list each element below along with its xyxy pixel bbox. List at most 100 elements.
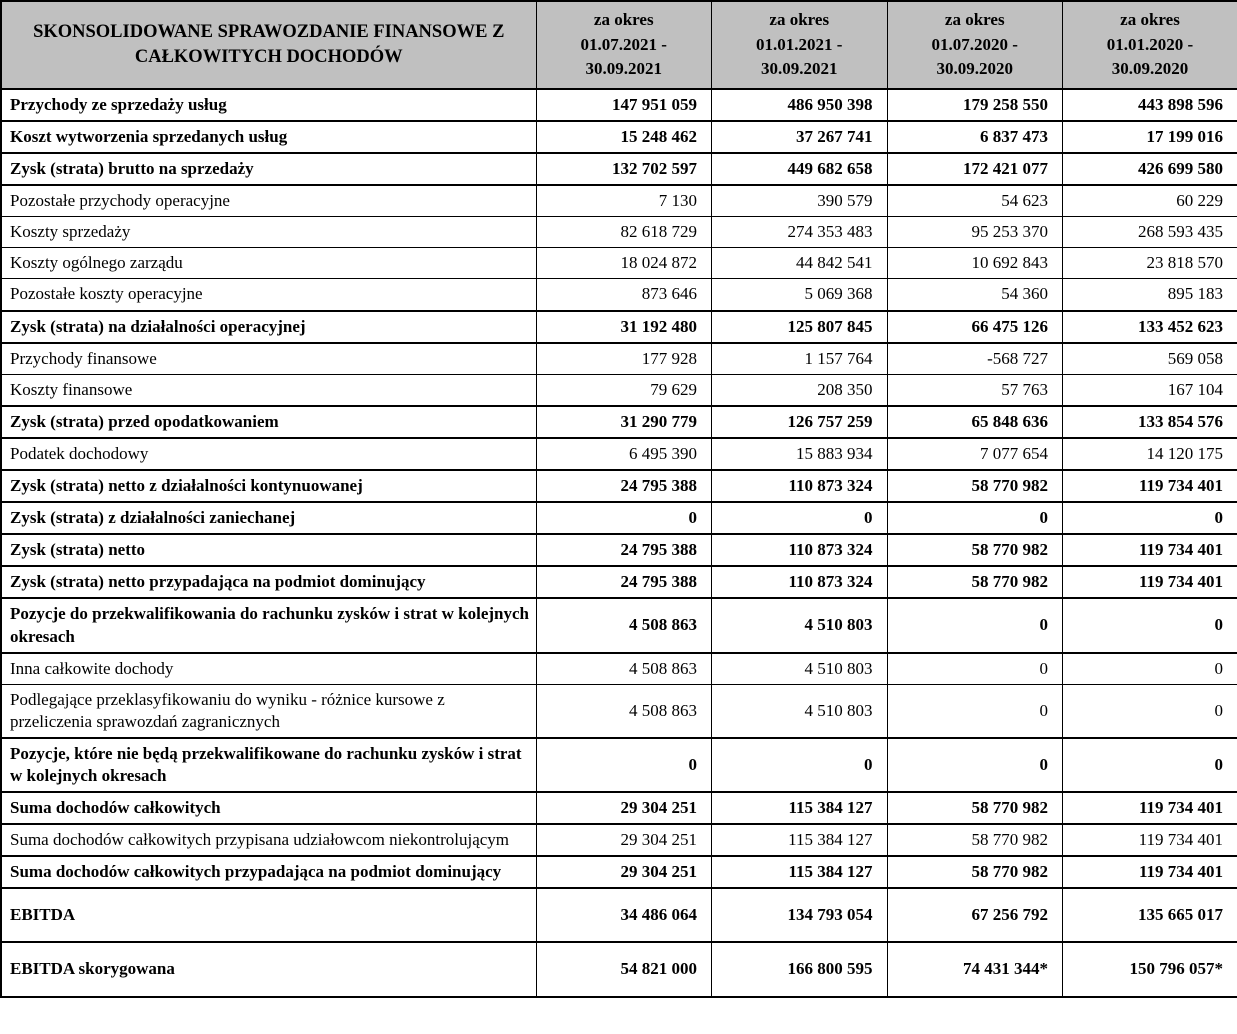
row-value: 208 350 [711,373,888,407]
row-value: 15 883 934 [711,437,888,471]
row-value: 58 770 982 [886,469,1063,504]
row-value: 119 734 401 [1062,533,1237,568]
row-value: 60 229 [1062,184,1237,218]
row-value: 24 795 388 [535,565,712,600]
table-row: Przychody finansowe 177 928 1 157 764 -568 … [0,342,1237,375]
row-value: 443 898 596 [1062,87,1237,123]
row-label: Zysk (strata) z działalności zaniechanej [0,501,537,536]
row-value: 4 508 863 [535,683,712,739]
row-value: 0 [886,597,1063,654]
table-row: Podatek dochodowy 6 495 390 15 883 934 7 07… [0,437,1237,471]
row-value: 426 699 580 [1062,152,1237,187]
row-value: 110 873 324 [711,533,888,568]
row-value: 0 [886,501,1063,536]
row-value: 0 [1062,736,1237,794]
row-value: 66 475 126 [886,309,1063,344]
row-value: 126 757 259 [711,404,888,439]
row-value: 0 [886,652,1063,685]
row-value: 58 770 982 [886,533,1063,568]
row-value: 4 510 803 [711,597,888,654]
row-value: 147 951 059 [535,87,712,123]
row-value: 4 508 863 [535,597,712,654]
row-value: 167 104 [1062,373,1237,407]
row-value: 895 183 [1062,278,1237,312]
row-value: 34 486 064 [535,887,712,944]
row-value: 166 800 595 [711,941,888,998]
row-value: 79 629 [535,373,712,407]
table-row: Suma dochodów całkowitych 29 304 251 115 3… [0,791,1237,826]
row-value: 4 510 803 [711,652,888,685]
row-value: 7 077 654 [886,437,1063,471]
row-value: 172 421 077 [886,152,1063,187]
row-value: 133 452 623 [1062,309,1237,344]
row-value: 0 [535,501,712,536]
table-title: SKONSOLIDOWANE SPRAWOZDANIE FINANSOWE Z … [0,0,537,90]
table-row: Pozycje, które nie będą przekwalifikowan… [0,736,1237,794]
row-value: 134 793 054 [711,887,888,944]
row-label: Pozycje do przekwalifikowania do rachunk… [0,597,537,654]
row-value: 0 [1062,597,1237,654]
row-label: Suma dochodów całkowitych przypisana udz… [0,823,537,857]
row-label: Koszty sprzedaży [0,216,537,249]
row-value: 268 593 435 [1062,216,1237,249]
table-row: Pozostałe koszty operacyjne 873 646 5 069 … [0,278,1237,312]
row-value: 132 702 597 [535,152,712,187]
row-value: 18 024 872 [535,247,712,280]
row-label: Zysk (strata) brutto na sprzedaży [0,152,537,187]
row-value: 4 508 863 [535,652,712,685]
table-row: Koszty finansowe 79 629 208 350 57 763 167 1… [0,373,1237,407]
table-row: Pozostałe przychody operacyjne 7 130 390 5… [0,184,1237,218]
table-row: Koszt wytworzenia sprzedanych usług 15 24… [0,120,1237,155]
row-label: Koszty finansowe [0,373,537,407]
row-value: 82 618 729 [535,216,712,249]
row-value: 74 431 344* [886,941,1063,998]
row-value: 150 796 057* [1062,941,1237,998]
table-row: Zysk (strata) z działalności zaniechanej… [0,501,1237,536]
row-value: 0 [1062,652,1237,685]
column-header-period-1: za okres 01.07.2021 - 30.09.2021 [535,0,712,90]
row-value: 0 [535,736,712,794]
row-value: 44 842 541 [711,247,888,280]
row-label: Suma dochodów całkowitych [0,791,537,826]
row-value: -568 727 [886,342,1063,375]
row-value: 58 770 982 [886,565,1063,600]
row-value: 133 854 576 [1062,404,1237,439]
row-value: 125 807 845 [711,309,888,344]
row-value: 0 [1062,683,1237,739]
row-value: 57 763 [886,373,1063,407]
column-header-period-2: za okres 01.01.2021 - 30.09.2021 [711,0,888,90]
row-value: 23 818 570 [1062,247,1237,280]
row-value: 115 384 127 [711,791,888,826]
table-row: EBITDA skorygowana 54 821 000 166 800 595 7… [0,941,1237,998]
row-value: 110 873 324 [711,565,888,600]
table-row: Koszty sprzedaży 82 618 729 274 353 483 95 … [0,216,1237,249]
row-value: 115 384 127 [711,823,888,857]
table-row: Koszty ogólnego zarządu 18 024 872 44 842 … [0,247,1237,280]
table-row: Suma dochodów całkowitych przypisana udz… [0,823,1237,857]
row-value: 486 950 398 [711,87,888,123]
row-label: Podlegające przeklasyfikowaniu do wyniku… [0,683,537,739]
row-value: 31 192 480 [535,309,712,344]
table-row: Zysk (strata) netto z działalności konty… [0,469,1237,504]
row-value: 115 384 127 [711,855,888,890]
row-value: 119 734 401 [1062,791,1237,826]
row-value: 4 510 803 [711,683,888,739]
row-label: Podatek dochodowy [0,437,537,471]
row-value: 119 734 401 [1062,823,1237,857]
row-label: Koszty ogólnego zarządu [0,247,537,280]
row-label: Zysk (strata) netto [0,533,537,568]
row-label: Zysk (strata) na działalności operacyjne… [0,309,537,344]
row-value: 6 837 473 [886,120,1063,155]
table-row: Suma dochodów całkowitych przypadająca n… [0,855,1237,890]
row-value: 7 130 [535,184,712,218]
row-value: 67 256 792 [886,887,1063,944]
row-value: 58 770 982 [886,791,1063,826]
table-row: Inna całkowite dochody 4 508 863 4 510 803… [0,652,1237,685]
header-row: SKONSOLIDOWANE SPRAWOZDANIE FINANSOWE Z … [0,0,1237,90]
row-value: 58 770 982 [886,823,1063,857]
row-value: 54 821 000 [535,941,712,998]
table-row: Przychody ze sprzedaży usług 147 951 059 4… [0,87,1237,123]
row-value: 873 646 [535,278,712,312]
row-value: 10 692 843 [886,247,1063,280]
